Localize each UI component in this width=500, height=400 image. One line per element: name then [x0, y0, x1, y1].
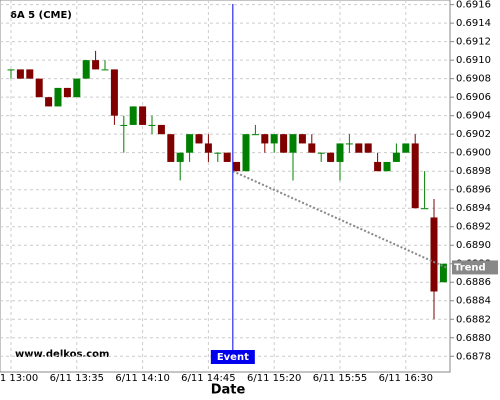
candle-body: [82, 60, 90, 79]
candle-body: [7, 69, 15, 71]
trend-label-box: [452, 260, 498, 275]
candle-body: [186, 134, 194, 153]
candle-body: [35, 78, 43, 98]
candle-body: [73, 78, 81, 98]
y-tick-label: 0.6880: [456, 333, 491, 344]
x-tick-label: 6/11 14:45: [181, 373, 235, 384]
event-label: Event: [217, 352, 249, 363]
candle-body: [317, 152, 325, 154]
candle-body: [63, 87, 71, 98]
candle-body: [336, 143, 344, 162]
y-tick-label: 0.6886: [456, 277, 491, 288]
candle-body: [383, 161, 391, 172]
y-tick-label: 0.6900: [456, 148, 491, 159]
candle-body: [308, 143, 316, 153]
x-tick-label: 6/11 15:20: [247, 373, 301, 384]
x-tick-label: 6/11 16:30: [379, 373, 433, 384]
candle-body: [92, 60, 100, 70]
y-tick-label: 0.6892: [456, 222, 491, 233]
y-tick-label: 0.6882: [456, 314, 491, 325]
x-tick-label: 6/11 15:55: [313, 373, 367, 384]
candle-body: [45, 97, 53, 107]
chart-title: 6A 5 (CME): [10, 10, 72, 21]
event-label-box: [210, 350, 255, 364]
candle-body: [327, 152, 335, 162]
candle-body: [355, 143, 363, 153]
y-tick-label: 0.6910: [456, 55, 491, 66]
candle-body: [402, 143, 410, 153]
candle-body: [374, 161, 382, 172]
watermark: www.delkos.com: [15, 349, 109, 360]
candle-body: [110, 69, 118, 116]
candle-body: [392, 152, 400, 162]
candle-body: [120, 124, 128, 126]
candle-body: [289, 134, 297, 153]
x-tick-label: 6/11 13:35: [50, 373, 104, 384]
y-tick-label: 0.6898: [456, 166, 491, 177]
y-tick-label: 0.6884: [456, 296, 491, 307]
candle-body: [261, 134, 269, 144]
y-tick-label: 0.6908: [456, 74, 491, 85]
candle-body: [167, 134, 175, 162]
candle-body: [139, 106, 147, 125]
y-tick-label: 0.6912: [456, 37, 491, 48]
candle-body: [54, 87, 62, 107]
candle-body: [176, 152, 184, 162]
candle-body: [214, 152, 222, 154]
y-tick-label: 0.6878: [456, 351, 491, 362]
candle-body: [364, 143, 372, 153]
candle-body: [223, 152, 231, 162]
candle-body: [16, 69, 24, 79]
trend-label: Trend: [454, 262, 486, 273]
candle-body: [157, 124, 165, 135]
candle-body: [298, 134, 306, 144]
candle-body: [280, 134, 288, 153]
x-tick-label: 6/11 14:10: [115, 373, 169, 384]
candle-body: [251, 134, 259, 136]
candle-body: [345, 143, 353, 145]
x-tick-label: 6/11 13:00: [0, 373, 38, 384]
y-tick-label: 0.6890: [456, 240, 491, 251]
x-axis-label: Date: [211, 383, 246, 398]
candle-body: [101, 69, 109, 71]
candle-body: [26, 69, 34, 79]
candle-body: [129, 106, 137, 125]
candle-body: [439, 263, 447, 283]
candle-body: [421, 208, 429, 210]
y-tick-label: 0.6896: [456, 185, 491, 196]
candle-body: [233, 161, 241, 172]
candle-body: [411, 143, 419, 209]
candle-body: [270, 134, 278, 144]
y-tick-label: 0.6894: [456, 203, 491, 214]
candle-body: [204, 143, 212, 153]
candle-body: [430, 217, 438, 292]
trend-line: [232, 170, 447, 269]
y-tick-label: 0.6904: [456, 111, 491, 122]
plot-area: [0, 0, 451, 373]
y-tick-label: 0.6906: [456, 92, 491, 103]
y-tick-label: 0.6914: [456, 18, 491, 29]
y-tick-label: 0.6916: [456, 0, 491, 11]
candle-body: [148, 124, 156, 126]
y-tick-label: 0.6902: [456, 129, 491, 140]
candle-body: [195, 134, 203, 144]
candle-body: [242, 134, 250, 172]
